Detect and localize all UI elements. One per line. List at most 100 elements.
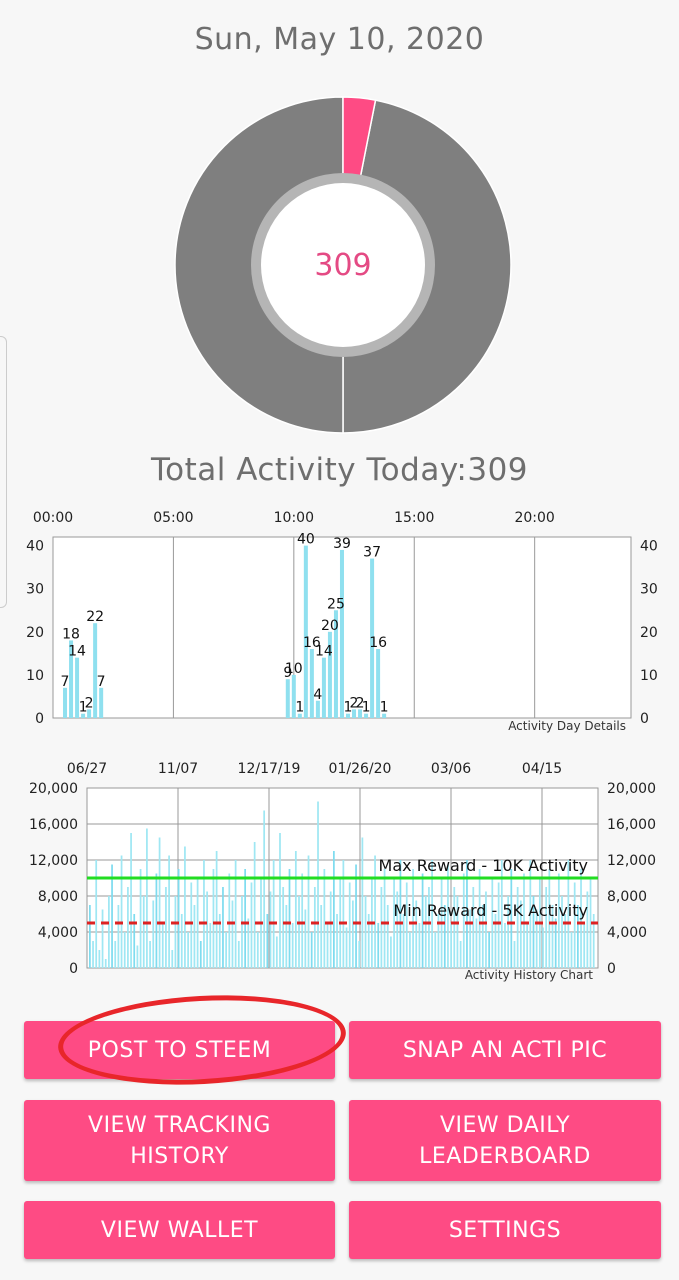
chart2-bar (504, 923, 506, 968)
chart2-bar (437, 914, 440, 968)
view-wallet-button[interactable]: VIEW WALLET (24, 1201, 335, 1259)
chart1-data-label: 14 (68, 644, 86, 660)
chart1-bar (285, 679, 290, 718)
chart2-bar (282, 887, 285, 968)
chart2-bar (466, 860, 468, 968)
post-to-steem-button[interactable]: POST TO STEEM (24, 1021, 335, 1079)
chart1-bar (352, 709, 357, 718)
chart1-bar (297, 713, 302, 718)
chart2-bar (199, 941, 202, 968)
chart2-bar (310, 932, 313, 968)
chart2-bar (405, 882, 408, 968)
chart2-bar (95, 860, 98, 968)
chart1-bar (382, 713, 387, 718)
chart2-bar (554, 918, 557, 968)
chart2-bar (298, 896, 300, 968)
chart2-bar (469, 909, 471, 968)
chart2-bar (367, 914, 370, 968)
chart2-bar (355, 864, 357, 968)
chart2-bar (342, 860, 345, 968)
chart2-bar (573, 882, 576, 968)
chart2-y-tick-right: 8,000 (607, 889, 647, 905)
chart2-bar (165, 887, 167, 968)
chart2-bar (409, 932, 411, 968)
chart2-bar (272, 860, 275, 968)
chart2-bar (564, 914, 567, 968)
chart2-bar (418, 923, 421, 968)
chart2-bar (307, 855, 310, 968)
chart2-bar (447, 864, 449, 968)
chart2-bar (542, 927, 544, 968)
chart2-bar (193, 905, 196, 968)
chart2-bar (497, 882, 500, 968)
view-daily-leaderboard-button[interactable]: VIEW DAILY LEADERBOARD (349, 1100, 661, 1181)
chart2-bar (206, 891, 208, 968)
chart2-bar (301, 873, 304, 968)
chart2-bar (139, 869, 142, 968)
chart2-bar (92, 941, 94, 968)
chart2-bar (570, 932, 573, 968)
chart1-bar (99, 687, 104, 718)
chart1-y-tick-left: 20 (26, 625, 44, 641)
chart2-bar (209, 923, 212, 968)
chart2-bar (580, 869, 582, 968)
chart2-bar (583, 923, 586, 968)
chart2-bar (203, 860, 205, 968)
view-tracking-history-button[interactable]: VIEW TRACKING HISTORY (24, 1100, 335, 1181)
chart2-bar (158, 837, 161, 968)
chart2-bar (320, 905, 323, 968)
chart2-bar (256, 932, 259, 968)
chart2-bar (586, 891, 589, 968)
chart2-bar (402, 914, 405, 968)
chart2-bar (481, 905, 484, 968)
chart2-bar (326, 923, 329, 968)
chart2-bar (399, 860, 402, 968)
chart1-y-tick-left: 10 (26, 668, 44, 684)
chart2-bar (380, 887, 383, 968)
chart1-data-label: 39 (333, 536, 351, 552)
chart1-data-label: 37 (363, 545, 381, 561)
chart1-bar (321, 657, 326, 718)
chart2-bar (526, 923, 529, 968)
chart2-y-tick-right: 20,000 (607, 781, 656, 797)
chart2-bar (431, 860, 433, 968)
chart2-bar (275, 936, 278, 968)
chart2-bar (279, 833, 281, 968)
chart1-data-label: 1 (380, 700, 389, 716)
chart2-bar (146, 828, 148, 968)
chart2-bar (187, 932, 189, 968)
chart2-bar (361, 837, 364, 968)
chart2-bar (545, 887, 548, 968)
chart2-bar (266, 914, 269, 968)
chart2-bar (336, 914, 338, 968)
chart2-bar (513, 941, 516, 968)
chart2-bar (358, 941, 361, 968)
chart2-bar (576, 905, 579, 968)
chart2-bar (519, 900, 522, 968)
chart2-bar (225, 932, 227, 968)
chart2-bar (231, 900, 234, 968)
chart2-bar (184, 846, 186, 968)
chart2-bar (323, 869, 326, 968)
chart2-bar (456, 896, 459, 968)
chart2-bar (386, 905, 389, 968)
chart1-y-tick-right: 20 (640, 625, 658, 641)
chart2-bar (174, 896, 177, 968)
chart2-bar (89, 905, 91, 968)
settings-button[interactable]: SETTINGS (349, 1201, 661, 1259)
chart1-data-label: 14 (315, 644, 333, 660)
chart1-bar (69, 640, 74, 718)
chart2-bar (345, 927, 348, 968)
donut-center (261, 183, 425, 347)
chart2-bar (592, 914, 595, 968)
snap-acti-pic-button[interactable]: SNAP AN ACTI PIC (349, 1021, 661, 1079)
chart2-bar (529, 860, 532, 968)
chart1-bar (358, 709, 363, 718)
chart2-bar (393, 878, 395, 968)
chart1-data-label: 16 (303, 635, 321, 651)
chart2-bar (291, 923, 294, 968)
chart2-bar (123, 932, 126, 968)
chart2-bar (589, 878, 592, 968)
chart2-bar (222, 887, 224, 968)
chart1-y-tick-left: 0 (35, 711, 44, 727)
